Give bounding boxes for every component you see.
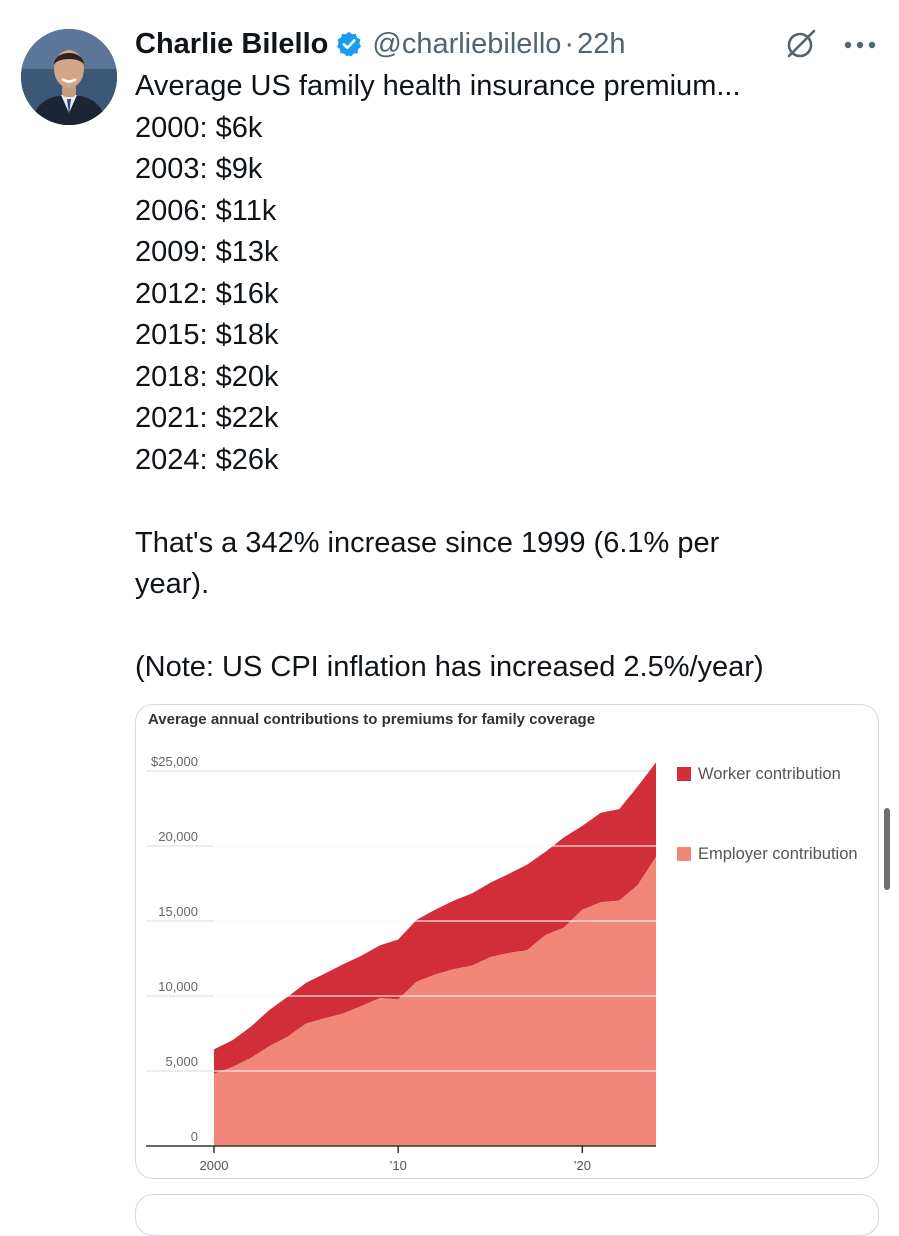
- avatar[interactable]: [21, 29, 117, 125]
- x-tick-label: ’10: [389, 1158, 406, 1173]
- tweet-text-line: (Note: US CPI inflation has increased 2.…: [135, 651, 764, 683]
- chart-title: Average annual contributions to premiums…: [148, 711, 595, 728]
- tweet-text-line: 2012: $16k: [135, 277, 279, 310]
- tweet-text-line: 2018: $20k: [135, 360, 279, 393]
- author-name[interactable]: Charlie Bilello: [135, 27, 329, 60]
- legend-swatch: [677, 847, 691, 861]
- y-tick-label: $25,000: [151, 754, 198, 769]
- y-tick-label: 15,000: [158, 904, 198, 919]
- header-separator: ·: [564, 27, 575, 60]
- author-handle[interactable]: @charliebilello: [372, 27, 562, 60]
- next-media-card[interactable]: [135, 1194, 879, 1236]
- grok-icon[interactable]: [784, 27, 818, 61]
- verified-badge-icon: [335, 30, 363, 58]
- tweet-timestamp[interactable]: 22h: [577, 27, 626, 60]
- x-tick-label: 2000: [200, 1158, 229, 1173]
- more-icon[interactable]: [840, 33, 880, 57]
- tweet-text-line: 2003: $9k: [135, 153, 263, 185]
- tweet-media-card[interactable]: Average annual contributions to premiums…: [135, 704, 879, 1179]
- tweet-text-line: Average US family health insurance premi…: [135, 70, 741, 102]
- scrollbar[interactable]: [884, 808, 890, 890]
- tweet-text-line: 2024: $26k: [135, 443, 279, 476]
- tweet-text-blank-line: [135, 481, 875, 523]
- tweet-text-line: 2006: $11k: [135, 194, 277, 227]
- tweet-text-line: 2009: $13k: [135, 236, 279, 268]
- y-tick-label: 20,000: [158, 829, 198, 844]
- y-tick-label: 5,000: [165, 1054, 198, 1069]
- tweet-text: Average US family health insurance premi…: [135, 66, 875, 689]
- legend-label: Employer contribution: [698, 845, 858, 863]
- avatar-image: [21, 29, 117, 125]
- premium-chart: Average annual contributions to premiums…: [146, 711, 858, 1173]
- tweet-header: Charlie Bilello @charliebilello · 22h: [135, 24, 879, 64]
- x-tick-label: ’20: [574, 1158, 591, 1173]
- y-tick-label: 0: [191, 1129, 198, 1144]
- legend-swatch: [677, 767, 691, 781]
- y-tick-label: 10,000: [158, 979, 198, 994]
- tweet-text-line: year).: [135, 568, 210, 600]
- legend-label: Worker contribution: [698, 765, 841, 783]
- tweet-text-line: That's a 342% increase since 1999 (6.1% …: [135, 526, 720, 559]
- tweet-text-line: 2015: $18k: [135, 319, 279, 351]
- tweet-text-line: 2000: $6k: [135, 111, 263, 144]
- tweet-text-blank-line: [135, 606, 875, 648]
- employer-contribution-area: [214, 856, 656, 1146]
- tweet-text-line: 2021: $22k: [135, 402, 279, 434]
